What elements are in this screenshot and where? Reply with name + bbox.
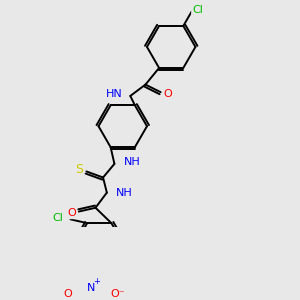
- Text: O: O: [67, 208, 76, 218]
- Text: N: N: [87, 283, 95, 293]
- Text: NH: NH: [124, 157, 140, 167]
- Text: Cl: Cl: [192, 5, 203, 15]
- Text: Cl: Cl: [52, 213, 63, 223]
- Text: O⁻: O⁻: [110, 289, 125, 299]
- Text: +: +: [94, 277, 100, 286]
- Text: HN: HN: [106, 89, 123, 99]
- Text: NH: NH: [116, 188, 133, 198]
- Text: O: O: [63, 289, 72, 299]
- Text: O: O: [164, 89, 172, 99]
- Text: S: S: [75, 163, 83, 176]
